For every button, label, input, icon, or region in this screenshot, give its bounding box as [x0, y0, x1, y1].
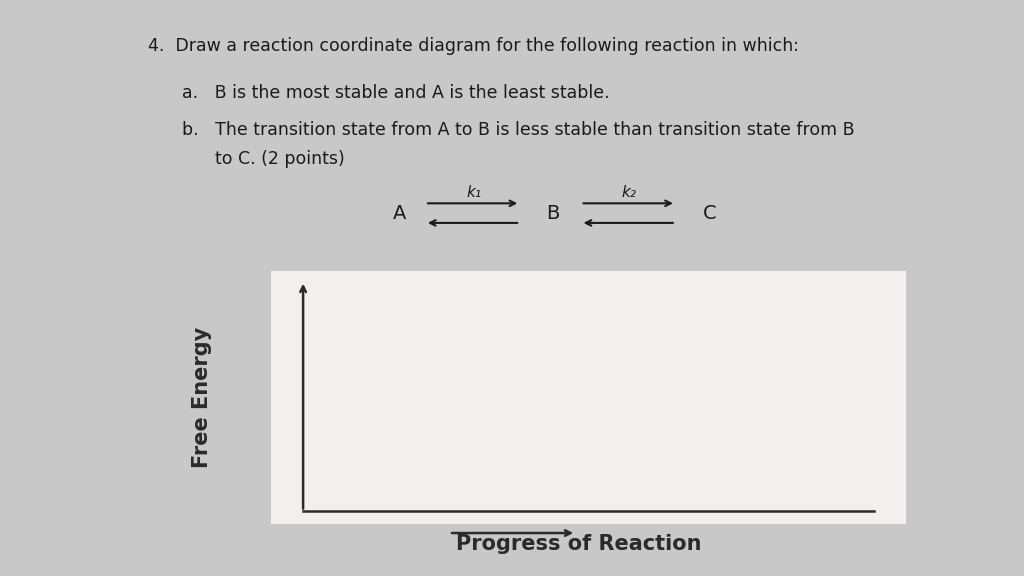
Text: C: C [702, 204, 717, 222]
Text: 4.  Draw a reaction coordinate diagram for the following reaction in which:: 4. Draw a reaction coordinate diagram fo… [148, 37, 800, 55]
Text: to C. (2 points): to C. (2 points) [182, 150, 345, 168]
Text: b.   The transition state from A to B is less stable than transition state from : b. The transition state from A to B is l… [182, 121, 855, 139]
Text: a.   B is the most stable and A is the least stable.: a. B is the most stable and A is the lea… [182, 84, 610, 101]
Text: Free Energy: Free Energy [191, 327, 212, 468]
Text: k₁: k₁ [467, 185, 481, 200]
Text: k₂: k₂ [622, 185, 636, 200]
Text: B: B [546, 204, 560, 222]
Text: A: A [392, 204, 407, 222]
Text: Progress of Reaction: Progress of Reaction [456, 535, 701, 554]
